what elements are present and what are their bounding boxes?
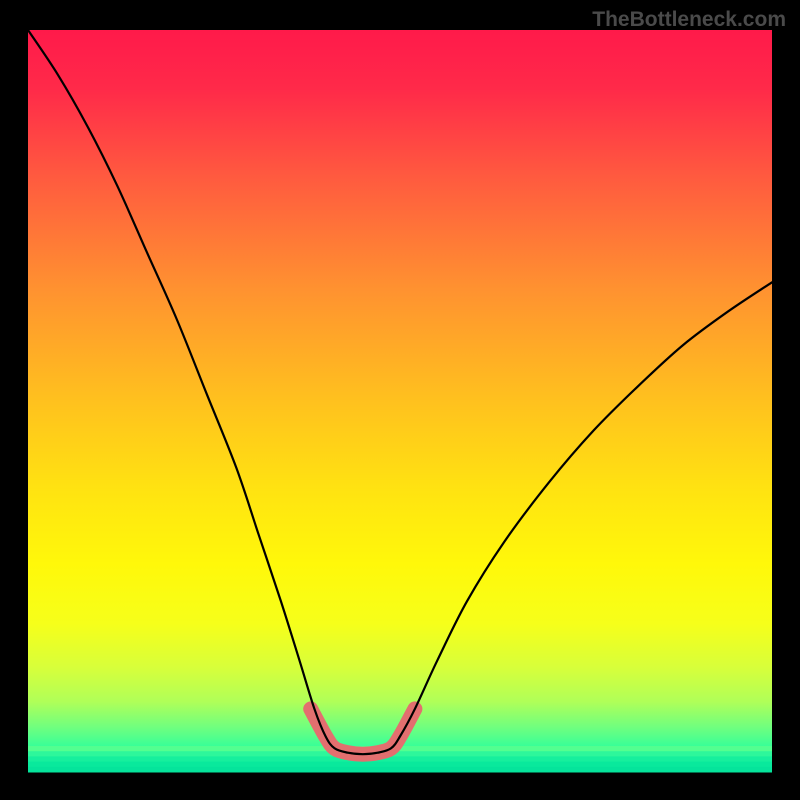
bottleneck-chart [0,0,800,800]
ground-band [28,756,772,762]
chart-container: TheBottleneck.com [0,0,800,800]
ground-band [28,762,772,768]
plot-gradient [28,30,772,772]
ground-band [28,751,772,757]
watermark-text: TheBottleneck.com [592,8,786,32]
ground-band [28,767,772,773]
